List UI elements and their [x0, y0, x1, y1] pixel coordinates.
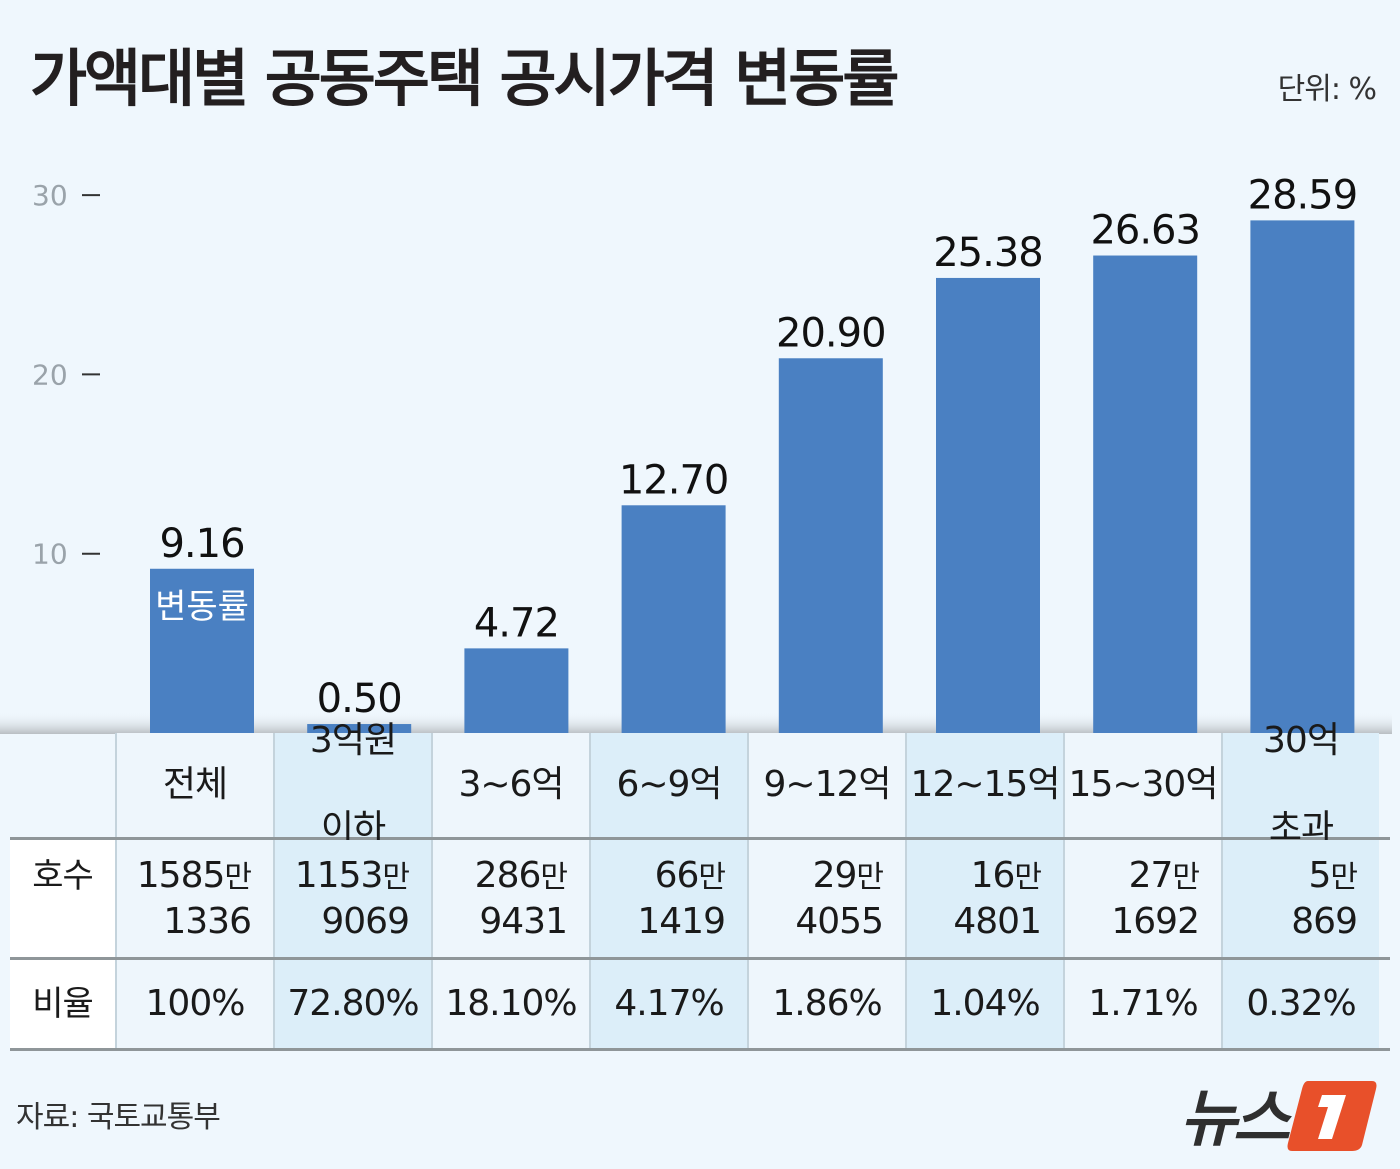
y-tick-label: 30 [32, 179, 68, 212]
row-header: 호수 [10, 840, 115, 957]
column-header: 3~6억 [431, 733, 589, 837]
table-cell: 4.17% [589, 960, 747, 1048]
table-cell: 29만 4055 [747, 840, 905, 957]
bar [936, 277, 1040, 733]
table-cell: 5만 869 [1221, 840, 1379, 957]
y-tick-label: 10 [32, 538, 68, 571]
column-header: 6~9억 [589, 733, 747, 837]
table-cell: 1.04% [905, 960, 1063, 1048]
table-cell: 66만 1419 [589, 840, 747, 957]
table-cell: 27만 1692 [1063, 840, 1221, 957]
source-note: 자료: 국토교통부 [16, 1100, 221, 1135]
table-cell: 0.32% [1221, 960, 1379, 1048]
table-cell: 1153만 9069 [273, 840, 431, 957]
bar [778, 358, 883, 733]
data-label: 9.16 [159, 521, 244, 567]
table-row: 호수 1585만 1336 1153만 9069 286만 9431 66만 1419 29만 40… [10, 840, 1390, 960]
data-label: 12.70 [619, 457, 729, 503]
table-row: 비율 100% 72.80% 18.10% 4.17% 1.86% 1.04% 1.71% 0.… [10, 960, 1390, 1051]
data-label: 26.63 [1090, 208, 1200, 254]
chart-title: 가액대별 공동주택 공시가격 변동률 [30, 42, 899, 115]
table-cell: 1.71% [1063, 960, 1221, 1048]
news1-logo: 뉴스 [1180, 1068, 1378, 1158]
data-table: 전체 3억원 이하 3~6억 6~9억 9~12억 12~15억 15~30억 30억 초과 호수 1… [10, 720, 1390, 1051]
bar-chart: 10 20 30 9.16 0.50 4.72 12.70 20.90 25.38 26.63 28… [0, 172, 1392, 734]
corner-cell [10, 733, 115, 837]
table-cell: 1.86% [747, 960, 905, 1048]
header-row: 전체 3억원 이하 3~6억 6~9억 9~12억 12~15억 15~30억 30억 초과 [10, 720, 1390, 849]
series-label: 변동률 [155, 587, 249, 627]
unit-label: 단위: % [1277, 72, 1377, 107]
table-cell: 72.80% [273, 960, 431, 1048]
data-label: 4.72 [474, 600, 559, 646]
logo-text: 뉴스 [1179, 1082, 1290, 1155]
bar [1250, 220, 1355, 734]
column-header: 9~12억 [747, 733, 905, 837]
bar [1093, 255, 1198, 733]
table-cell: 286만 9431 [431, 840, 589, 957]
data-label: 28.59 [1248, 172, 1358, 218]
column-header: 15~30억 [1063, 733, 1221, 837]
logo-one-icon [1287, 1081, 1377, 1151]
column-header: 전체 [115, 733, 273, 837]
data-label: 0.50 [317, 676, 402, 722]
bar [307, 724, 412, 733]
table-cell: 1585만 1336 [115, 840, 273, 957]
bar [621, 505, 726, 733]
bar [464, 648, 569, 733]
column-header: 3억원 이하 [273, 720, 431, 849]
column-header: 30억 초과 [1221, 720, 1379, 849]
table-cell: 18.10% [431, 960, 589, 1048]
y-tick-label: 20 [32, 358, 68, 391]
data-label: 25.38 [933, 230, 1043, 276]
row-header: 비율 [10, 960, 115, 1048]
bar [150, 568, 254, 733]
column-header: 12~15억 [905, 733, 1063, 837]
data-label: 20.90 [776, 310, 886, 356]
table-cell: 16만 4801 [905, 840, 1063, 957]
table-cell: 100% [115, 960, 273, 1048]
